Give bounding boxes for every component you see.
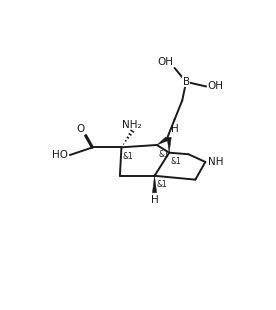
Text: O: O (76, 124, 84, 134)
Polygon shape (152, 176, 157, 193)
Text: HO: HO (52, 150, 68, 160)
Polygon shape (167, 137, 171, 153)
Text: &1: &1 (171, 157, 181, 166)
Text: OH: OH (157, 57, 173, 67)
Text: &1: &1 (156, 180, 167, 189)
Text: H: H (171, 124, 179, 134)
Text: B: B (182, 77, 190, 87)
Text: NH: NH (208, 157, 223, 167)
Text: OH: OH (208, 82, 224, 91)
Text: &1: &1 (158, 150, 169, 159)
Text: H: H (151, 195, 158, 205)
Polygon shape (157, 137, 168, 145)
Text: NH₂: NH₂ (122, 120, 142, 130)
Text: &1: &1 (123, 152, 134, 161)
